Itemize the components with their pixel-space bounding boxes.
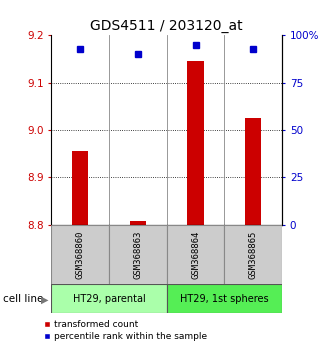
Bar [224,225,282,285]
Text: GSM368864: GSM368864 [191,231,200,279]
Bar [245,118,261,225]
Text: GSM368860: GSM368860 [76,231,84,279]
Text: GSM368863: GSM368863 [133,231,142,279]
Bar [130,222,146,225]
Bar [72,152,88,225]
Text: GSM368865: GSM368865 [249,231,258,279]
Legend: transformed count, percentile rank within the sample: transformed count, percentile rank withi… [43,320,207,341]
Title: GDS4511 / 203120_at: GDS4511 / 203120_at [90,19,243,33]
Bar [167,225,224,285]
Bar [51,225,109,285]
Bar [167,284,282,313]
Text: HT29, 1st spheres: HT29, 1st spheres [180,294,269,304]
Bar [109,225,167,285]
Bar [51,284,167,313]
Bar [187,62,204,225]
Text: ▶: ▶ [41,295,49,304]
Text: cell line: cell line [3,295,44,304]
Text: HT29, parental: HT29, parental [73,294,145,304]
